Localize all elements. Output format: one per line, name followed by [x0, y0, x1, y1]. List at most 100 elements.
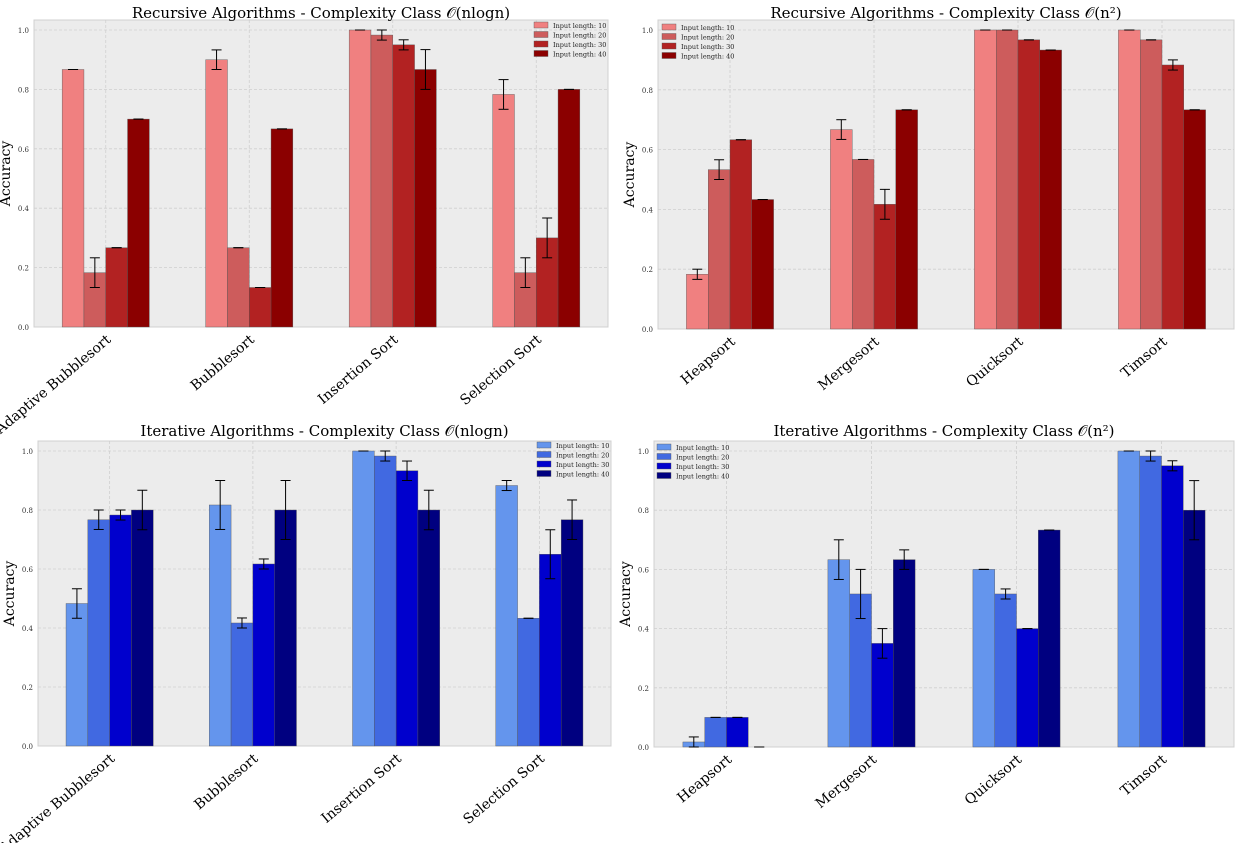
chart-title: Recursive Algorithms - Complexity Class …: [132, 4, 510, 22]
legend-label: Input length: 30: [676, 463, 729, 471]
x-tick-label: Insertion Sort: [319, 751, 405, 827]
x-tick-label: Heapsort: [674, 752, 735, 807]
bar: [852, 159, 875, 330]
x-tick-label: Bubblesort: [188, 332, 258, 395]
x-tick-label: Timsort: [1118, 752, 1171, 800]
x-tick-label: Heapsort: [678, 334, 739, 389]
bar: [1016, 628, 1039, 748]
x-tick-label: Mergesort: [813, 752, 881, 812]
x-tick-label: Bubblesort: [191, 751, 261, 814]
legend-label: Input length: 30: [556, 461, 609, 469]
legend-label: Input length: 40: [556, 471, 609, 479]
bar: [270, 128, 294, 328]
legend-label: Input length: 10: [556, 442, 609, 450]
legend-label: Input length: 30: [553, 41, 606, 49]
legend-swatch: [661, 52, 677, 59]
chart-panel-1: 0.0 0.2 0.4 0.6 0.8 1.0 Adaptive Bubblesort Bub…: [0, 4, 609, 438]
bar: [974, 29, 997, 330]
legend-swatch: [533, 40, 549, 48]
y-tick-label: 0.8: [22, 507, 33, 515]
x-tick-label: Timsort: [1118, 334, 1171, 382]
bar: [205, 59, 228, 328]
legend-swatch: [536, 460, 552, 468]
legend-label: Input length: 30: [681, 43, 734, 51]
bar: [704, 717, 727, 748]
bar: [374, 455, 397, 747]
legend-swatch: [656, 453, 672, 460]
y-tick-label: 0.6: [642, 147, 654, 155]
y-axis-label: Accuracy: [2, 561, 18, 628]
bar: [1117, 450, 1140, 748]
legend-swatch: [656, 443, 672, 451]
y-tick-label: 1.0: [638, 448, 649, 456]
y-tick-label: 1.0: [642, 27, 653, 35]
legend-label: Input length: 20: [676, 454, 729, 462]
bar: [370, 34, 393, 328]
bar: [1118, 29, 1141, 330]
bar: [726, 717, 749, 748]
chart-panel-2: 0.0 0.2 0.4 0.6 0.8 1.0 Heapsort Mergesort Quick…: [622, 4, 1235, 394]
y-tick-label: 0.2: [22, 684, 33, 692]
bar: [560, 519, 584, 747]
legend-label: Input length: 40: [676, 473, 729, 481]
bar: [1039, 49, 1062, 330]
x-tick-label: Mergesort: [815, 334, 883, 394]
bar: [1161, 64, 1184, 330]
y-tick-label: 0.4: [638, 626, 650, 634]
legend-label: Input length: 40: [553, 51, 606, 59]
y-tick-label: 0.4: [22, 625, 34, 633]
bar: [109, 514, 132, 747]
y-tick-label: 0.6: [18, 146, 30, 154]
bar: [751, 199, 774, 330]
y-tick-label: 0.8: [638, 507, 649, 515]
bar: [873, 204, 896, 330]
bar: [1139, 39, 1163, 330]
legend-swatch: [656, 462, 672, 470]
legend-swatch: [661, 23, 677, 31]
chart-title: Iterative Algorithms - Complexity Class …: [773, 422, 1114, 440]
bar: [495, 485, 518, 747]
x-tick-label: Adaptive Bubblesort: [0, 751, 118, 843]
y-tick-label: 0.0: [18, 324, 29, 332]
bar: [1161, 465, 1184, 748]
x-tick-label: Quicksort: [962, 752, 1026, 809]
y-tick-label: 0.0: [642, 326, 653, 334]
bar: [708, 169, 731, 330]
bar: [252, 563, 275, 747]
bar: [830, 129, 853, 330]
bar: [249, 287, 272, 328]
bar: [61, 69, 85, 328]
bar: [1183, 109, 1206, 330]
legend-label: Input length: 20: [681, 34, 734, 42]
bar: [348, 29, 372, 328]
bar: [274, 509, 297, 747]
bar: [895, 109, 918, 330]
bar: [994, 593, 1017, 748]
bar: [417, 509, 440, 747]
legend-label: Input length: 10: [676, 444, 729, 452]
x-tick-label: Quicksort: [963, 334, 1027, 391]
legend-swatch: [661, 42, 677, 50]
bar: [517, 618, 540, 747]
legend-label: Input length: 40: [681, 53, 734, 61]
legend-swatch: [533, 31, 549, 38]
y-tick-label: 1.0: [22, 448, 33, 456]
legend-swatch: [536, 441, 552, 449]
bar: [414, 69, 437, 328]
chart-title: Recursive Algorithms - Complexity Class …: [770, 4, 1121, 22]
bar: [972, 569, 995, 748]
bar: [1183, 510, 1206, 748]
y-tick-label: 0.2: [642, 266, 653, 274]
x-tick-label: Selection Sort: [457, 332, 545, 409]
legend-swatch: [536, 470, 552, 477]
bar: [557, 89, 581, 328]
legend-swatch: [533, 50, 549, 57]
bar: [1017, 39, 1040, 330]
bar: [131, 509, 154, 747]
legend-label: Input length: 10: [553, 22, 606, 30]
legend-label: Input length: 10: [681, 24, 734, 32]
legend-label: Input length: 20: [553, 32, 606, 40]
legend-label: Input length: 20: [556, 452, 609, 460]
chart-panel-4: 0.0 0.2 0.4 0.6 0.8 1.0 Heapsort Mergesort Quick…: [618, 422, 1235, 812]
